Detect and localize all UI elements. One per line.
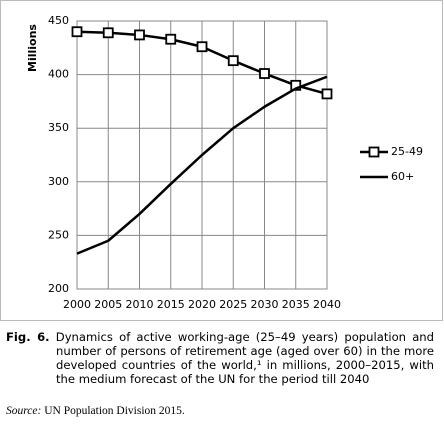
marker: [227, 55, 239, 67]
legend-label: 25-49: [391, 145, 423, 158]
marker: [165, 33, 177, 45]
source-label: Source:: [6, 405, 42, 417]
y-tick-label: 350: [48, 121, 69, 134]
y-tick-label: 200: [48, 282, 69, 295]
y-tick-label: 400: [48, 68, 69, 81]
marker: [321, 88, 333, 100]
y-tick-label: 250: [48, 228, 69, 241]
y-tick-label: 300: [48, 175, 69, 188]
caption-text: Dynamics of active working-age (25–49 ye…: [55, 330, 435, 386]
marker: [134, 29, 145, 41]
x-tick-label: 2025: [219, 298, 247, 311]
plot-border: [76, 20, 328, 290]
x-tick-label: 2040: [313, 298, 341, 311]
y-tick-label: 450: [48, 14, 69, 27]
x-tick-label: 2005: [94, 298, 122, 311]
source: Source: UN Population Division 2015.: [6, 405, 185, 417]
marker: [102, 27, 114, 39]
x-tick-label: 2030: [251, 298, 279, 311]
x-tick-label: 2010: [126, 298, 154, 311]
legend-marker: [368, 146, 380, 158]
caption: Fig. 6. Dynamics of active working-age (…: [6, 330, 434, 386]
x-tick-label: 2035: [282, 298, 310, 311]
y-axis-label: Millions: [26, 24, 39, 72]
chart-border: [0, 0, 443, 321]
marker: [259, 68, 270, 79]
legend-label: 60+: [391, 170, 414, 183]
caption-label: Fig. 6.: [6, 330, 50, 344]
x-tick-label: 2020: [188, 298, 216, 311]
marker: [196, 41, 208, 53]
series-line: [76, 75, 328, 255]
x-tick-label: 2015: [157, 298, 185, 311]
marker: [71, 26, 83, 38]
source-text: UN Population Division 2015.: [44, 405, 185, 417]
x-tick-label: 2000: [63, 298, 91, 311]
